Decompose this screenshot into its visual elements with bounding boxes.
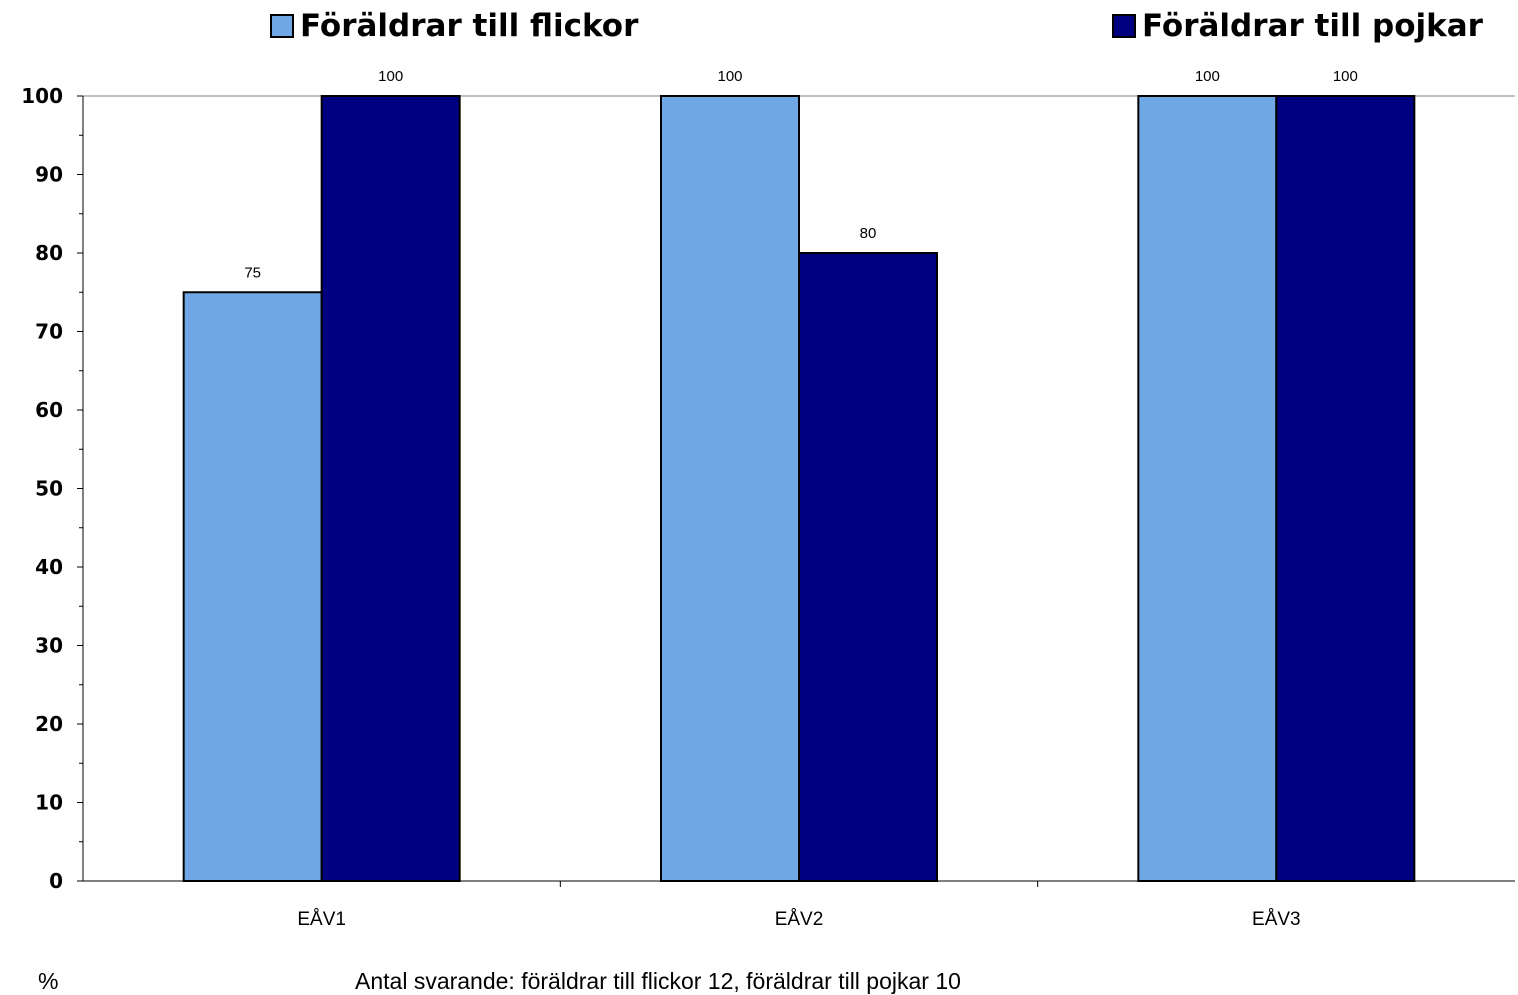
y-tick-label: 70 <box>35 320 63 344</box>
data-label: 100 <box>378 68 403 85</box>
y-tick-label: 20 <box>35 712 63 736</box>
data-label: 100 <box>1333 68 1358 85</box>
y-tick-label: 40 <box>35 555 63 579</box>
y-tick-label: 60 <box>35 398 63 422</box>
y-tick-label: 30 <box>35 634 63 658</box>
y-tick-label: 100 <box>21 84 63 108</box>
data-label: 100 <box>717 68 742 85</box>
respondents-note: Antal svarande: föräldrar till flickor 1… <box>355 968 961 995</box>
bar <box>1138 96 1276 881</box>
bar-chart: 0 10 20 30 40 50 60 70 80 90 100 75 100 EÅV1 100 80 EÅV2… <box>0 0 1518 960</box>
data-label: 75 <box>244 264 261 281</box>
y-tick-label: 50 <box>35 477 63 501</box>
y-tick-label: 80 <box>35 241 63 265</box>
x-tick-label: EÅV2 <box>775 909 824 930</box>
y-tick-label: 0 <box>49 869 63 893</box>
bar <box>322 96 460 881</box>
y-axis-label: % <box>38 968 58 995</box>
x-tick-label: EÅV3 <box>1252 909 1301 930</box>
bar <box>799 253 937 881</box>
data-label: 80 <box>860 225 877 242</box>
data-label: 100 <box>1195 68 1220 85</box>
bar <box>184 292 322 881</box>
y-tick-label: 90 <box>35 163 63 187</box>
bar <box>661 96 799 881</box>
y-tick-label: 10 <box>35 791 63 815</box>
bar <box>1276 96 1414 881</box>
x-tick-label: EÅV1 <box>297 909 346 930</box>
